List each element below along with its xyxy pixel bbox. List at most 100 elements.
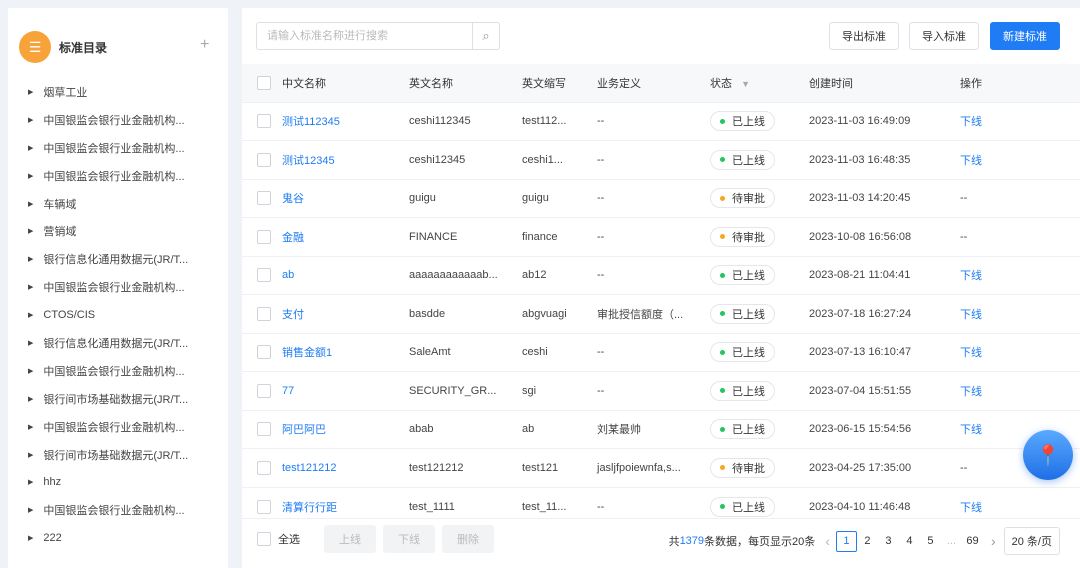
offline-link[interactable]: 下线 — [960, 140, 1080, 179]
caret-right-icon[interactable]: ▶ — [28, 535, 34, 543]
cn-name-link[interactable]: ab — [282, 255, 409, 295]
plus-icon[interactable]: + — [200, 36, 210, 53]
bulk-offline-button[interactable]: 下线 — [383, 524, 435, 553]
offline-link[interactable]: 下线 — [960, 332, 1080, 372]
tree-item[interactable]: ▶ 烟草工业 — [8, 78, 228, 106]
abbr: ceshi1... — [522, 140, 597, 179]
row-checkbox[interactable] — [257, 460, 271, 475]
row-checkbox[interactable] — [257, 268, 271, 283]
tree-item[interactable]: ▶ 中国银监会银行业金融机构... — [8, 496, 228, 524]
cn-name-link[interactable]: 支付 — [282, 294, 409, 333]
tree-item[interactable]: ▶ 车辆域 — [8, 190, 228, 218]
tree-item[interactable]: ▶ 中国银监会银行业金融机构... — [8, 134, 228, 162]
cn-name-link[interactable]: 阿巴阿巴 — [282, 409, 409, 449]
status-badge: 已上线 — [710, 265, 775, 286]
tree-item[interactable]: ▶ 中国银监会银行业金融机构... — [8, 357, 228, 385]
filter-icon[interactable]: ▼ — [741, 78, 750, 89]
page-size-select[interactable]: 20 条/页 — [1003, 527, 1060, 555]
caret-right-icon[interactable]: ▶ — [28, 479, 34, 487]
offline-link[interactable]: 下线 — [960, 101, 1080, 141]
search-icon[interactable]: ⌕ — [472, 23, 499, 49]
row-checkbox[interactable] — [257, 306, 271, 321]
action-none: -- — [960, 217, 1080, 256]
tree-item[interactable]: ▶ 中国银监会银行业金融机构... — [8, 162, 228, 190]
tree-item[interactable]: ▶ 中国银监会银行业金融机构... — [8, 273, 228, 301]
cn-name-link[interactable]: 金融 — [282, 217, 409, 256]
caret-right-icon[interactable]: ▶ — [28, 228, 34, 236]
row-checkbox[interactable] — [257, 422, 271, 437]
caret-right-icon[interactable]: ▶ — [28, 312, 34, 320]
created-time: 2023-11-03 16:49:09 — [809, 101, 960, 141]
caret-right-icon[interactable]: ▶ — [28, 172, 34, 180]
tree-item[interactable]: ▶ 银行间市场基础数据元(JR/T... — [8, 385, 228, 413]
caret-right-icon[interactable]: ▶ — [28, 200, 34, 208]
map-pin-icon[interactable]: 📍 — [1023, 430, 1073, 480]
caret-right-icon[interactable]: ▶ — [28, 367, 34, 375]
offline-link[interactable]: 下线 — [960, 486, 1080, 526]
row-checkbox[interactable] — [257, 345, 271, 360]
select-all-checkbox[interactable] — [257, 75, 271, 90]
caret-right-icon[interactable]: ▶ — [28, 256, 34, 264]
next-page-icon[interactable]: › — [990, 533, 996, 549]
status-badge: 已上线 — [710, 380, 775, 401]
cn-name-link[interactable]: test121212 — [282, 448, 409, 487]
cn-name-link[interactable]: 77 — [282, 371, 409, 410]
tree-item-label: 银行间市场基础数据元(JR/T... — [43, 393, 189, 406]
status-text: 已上线 — [732, 424, 765, 437]
row-checkbox[interactable] — [257, 499, 271, 514]
tree-item[interactable]: ▶ 222 — [8, 524, 228, 552]
tree-item[interactable]: ▶ 营销域 — [8, 217, 228, 245]
bulk-delete-button[interactable]: 删除 — [442, 524, 494, 553]
definition: 刘某最帅 — [597, 409, 710, 449]
tree-item[interactable]: ▶ 银行信息化通用数据元(JR/T... — [8, 245, 228, 273]
cn-name-link[interactable]: 清算行行距 — [282, 486, 409, 526]
row-checkbox[interactable] — [257, 114, 271, 129]
caret-right-icon[interactable]: ▶ — [28, 284, 34, 292]
table-row: 测试112345 ceshi112345 test112... -- 已上线 2… — [242, 101, 1080, 141]
row-checkbox[interactable] — [257, 383, 271, 398]
search-input[interactable] — [257, 23, 472, 49]
prev-page-icon[interactable]: ‹ — [825, 533, 830, 549]
row-checkbox[interactable] — [257, 229, 271, 244]
footer-select-all-checkbox[interactable] — [257, 531, 271, 546]
definition: 审批授信额度（... — [597, 294, 710, 333]
bulk-online-button[interactable]: 上线 — [324, 524, 376, 553]
row-checkbox[interactable] — [257, 191, 271, 206]
row-checkbox[interactable] — [257, 152, 271, 167]
cn-name-link[interactable]: 销售金额1 — [282, 332, 409, 372]
col-status[interactable]: 状态 ▼ — [710, 64, 809, 102]
page-69[interactable]: 69 — [966, 535, 979, 547]
import-button[interactable]: 导入标准 — [909, 22, 979, 50]
caret-right-icon[interactable]: ▶ — [28, 451, 34, 459]
caret-right-icon[interactable]: ▶ — [28, 116, 34, 124]
page-2[interactable]: 2 — [864, 535, 871, 547]
cn-name-link[interactable]: 测试12345 — [282, 140, 409, 179]
cn-name-link[interactable]: 测试112345 — [282, 101, 409, 141]
tree-item[interactable]: ▶ hhz — [8, 468, 228, 496]
export-button[interactable]: 导出标准 — [829, 22, 899, 50]
status-text: 待审批 — [732, 231, 765, 244]
page-4[interactable]: 4 — [906, 535, 913, 547]
caret-right-icon[interactable]: ▶ — [28, 339, 34, 347]
abbr: ab12 — [522, 255, 597, 295]
create-button[interactable]: 新建标准 — [990, 22, 1060, 50]
en-name: test121212 — [409, 448, 522, 487]
tree-item[interactable]: ▶ 中国银监会银行业金融机构... — [8, 106, 228, 134]
offline-link[interactable]: 下线 — [960, 294, 1080, 333]
caret-right-icon[interactable]: ▶ — [28, 144, 34, 152]
caret-right-icon[interactable]: ▶ — [28, 423, 34, 431]
offline-link[interactable]: 下线 — [960, 371, 1080, 410]
tree-item[interactable]: ▶ 中国银监会银行业金融机构... — [8, 413, 228, 441]
page-1[interactable]: 1 — [835, 530, 857, 552]
caret-right-icon[interactable]: ▶ — [28, 507, 34, 515]
offline-link[interactable]: 下线 — [960, 255, 1080, 295]
en-name: ceshi12345 — [409, 140, 522, 179]
tree-item[interactable]: ▶ 银行信息化通用数据元(JR/T... — [8, 329, 228, 357]
page-5[interactable]: 5 — [927, 535, 934, 547]
tree-item[interactable]: ▶ CTOS/CIS — [8, 301, 228, 329]
caret-right-icon[interactable]: ▶ — [28, 395, 34, 403]
page-3[interactable]: 3 — [885, 535, 892, 547]
tree-item[interactable]: ▶ 银行间市场基础数据元(JR/T... — [8, 441, 228, 469]
caret-right-icon[interactable]: ▶ — [28, 88, 34, 96]
cn-name-link[interactable]: 鬼谷 — [282, 178, 409, 218]
